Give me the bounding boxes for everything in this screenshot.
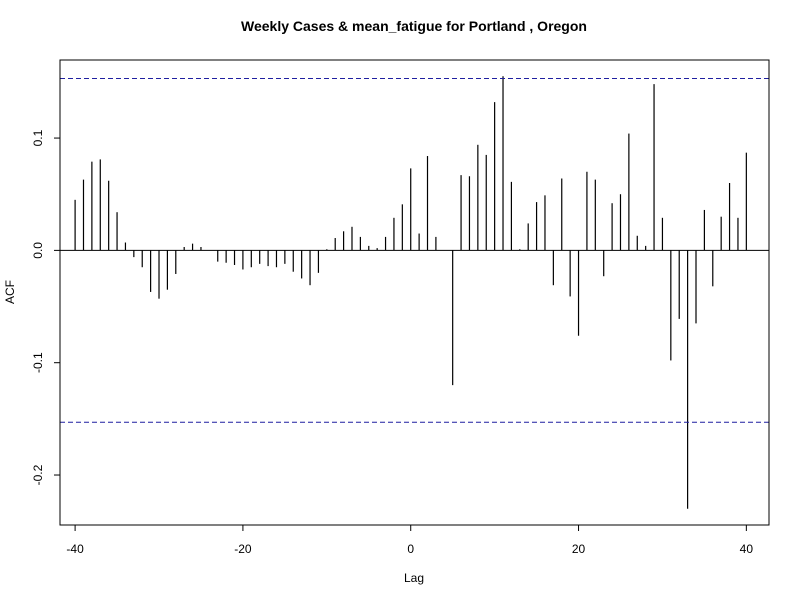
plot-frame <box>59 59 770 526</box>
acf-bars <box>74 76 747 509</box>
chart-title: Weekly Cases & mean_fatigue for Portland… <box>241 18 587 34</box>
x-tick-label: 20 <box>572 542 586 556</box>
x-tick-label: 40 <box>740 542 754 556</box>
y-tick-label: 0.1 <box>31 129 45 146</box>
y-axis: -0.2 -0.1 0.0 0.1 <box>31 129 60 485</box>
x-axis: -40 -20 0 20 40 <box>66 525 753 556</box>
x-tick-label: -40 <box>66 542 84 556</box>
x-tick-label: -20 <box>234 542 252 556</box>
y-tick-label: -0.2 <box>31 464 45 485</box>
confidence-bounds <box>60 78 769 423</box>
y-axis-label: ACF <box>3 280 17 304</box>
x-axis-label: Lag <box>404 571 424 585</box>
x-tick-label: 0 <box>407 542 414 556</box>
y-tick-label: 0.0 <box>31 242 45 259</box>
y-tick-label: -0.1 <box>31 352 45 373</box>
